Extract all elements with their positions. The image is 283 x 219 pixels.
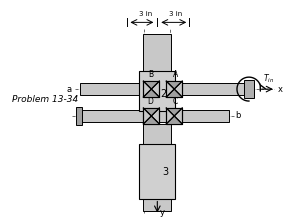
Bar	[166, 108, 182, 124]
Text: b: b	[235, 111, 240, 120]
Text: a: a	[67, 85, 72, 94]
Text: $T_{in}$: $T_{in}$	[263, 73, 274, 85]
Polygon shape	[143, 89, 159, 97]
Text: 3 in: 3 in	[169, 11, 182, 17]
Bar	[166, 108, 182, 124]
Bar	[143, 97, 171, 108]
Text: C: C	[173, 97, 178, 106]
Bar	[82, 110, 229, 122]
Text: 3 in: 3 in	[139, 11, 152, 17]
Bar	[80, 83, 254, 95]
Bar	[143, 124, 171, 210]
Text: 2: 2	[160, 89, 167, 99]
Polygon shape	[166, 108, 182, 116]
Bar	[143, 34, 171, 71]
Polygon shape	[143, 108, 159, 116]
Bar	[143, 108, 159, 124]
Polygon shape	[166, 116, 182, 124]
Bar	[143, 108, 159, 124]
Polygon shape	[143, 116, 159, 124]
Polygon shape	[143, 81, 159, 89]
Bar	[143, 81, 159, 97]
Text: B: B	[148, 70, 153, 79]
Bar	[143, 81, 159, 97]
Text: 3: 3	[162, 167, 168, 177]
Text: y: y	[159, 208, 164, 217]
Text: x: x	[278, 85, 283, 94]
Bar	[166, 81, 182, 97]
Polygon shape	[166, 89, 182, 97]
Bar	[76, 107, 82, 125]
Bar	[140, 71, 175, 111]
Bar	[244, 80, 254, 98]
Text: A: A	[173, 70, 178, 79]
Text: Problem 13-34: Problem 13-34	[12, 95, 78, 104]
Bar	[166, 81, 182, 97]
Text: D: D	[147, 97, 153, 106]
Bar	[140, 144, 175, 199]
Polygon shape	[166, 81, 182, 89]
